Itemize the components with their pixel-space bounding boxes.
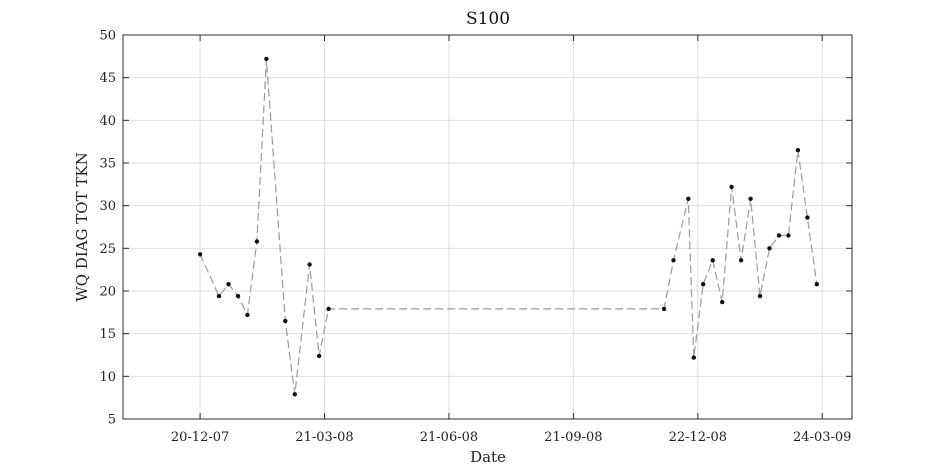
- x-tick-label: 22-12-08: [669, 430, 727, 445]
- data-point: [757, 293, 763, 299]
- y-tick-label: 25: [99, 242, 116, 257]
- x-tick-label: 21-03-08: [295, 430, 353, 445]
- data-point: [283, 318, 288, 324]
- plot-area-frame: [122, 34, 853, 420]
- data-point: [226, 282, 231, 287]
- y-tick-label: 20: [99, 285, 116, 300]
- series-line: [199, 58, 818, 395]
- x-tick-label: 20-12-07: [171, 430, 229, 445]
- data-point: [316, 353, 322, 359]
- data-point: [197, 252, 203, 257]
- data-point: [710, 258, 715, 263]
- y-tick-label: 45: [99, 71, 116, 86]
- y-tick-label: 10: [99, 370, 116, 385]
- data-point: [805, 215, 810, 220]
- data-point: [814, 282, 819, 287]
- data-point: [701, 282, 706, 287]
- data-point: [254, 239, 260, 244]
- data-point: [264, 56, 269, 62]
- data-point: [307, 262, 312, 267]
- data-point: [686, 196, 691, 201]
- tick-layer: 5 10 15 20 25 30 35 40 45 50 20-12-07 21-03-08 21-06…: [99, 29, 852, 445]
- data-point: [738, 258, 744, 263]
- data-point: [748, 196, 753, 201]
- data-point: [661, 306, 667, 312]
- y-tick-label: 35: [99, 157, 116, 172]
- data-point: [235, 293, 241, 299]
- y-tick-label: 30: [99, 199, 116, 214]
- data-point: [786, 233, 791, 238]
- data-point: [216, 293, 222, 299]
- y-tick-label: 40: [99, 114, 116, 129]
- y-tick-label: 50: [99, 29, 116, 44]
- data-point: [767, 246, 772, 251]
- x-tick-label: 21-09-08: [544, 430, 602, 445]
- data-point: [776, 233, 782, 238]
- data-point: [795, 148, 801, 153]
- y-axis-label: WQ DIAG TOT TKN: [73, 152, 91, 301]
- x-axis-label: Date: [470, 448, 506, 466]
- series-layer: [197, 56, 819, 397]
- grid-layer: [123, 35, 852, 419]
- data-point: [245, 312, 250, 318]
- chart-title: S100: [466, 9, 510, 29]
- data-point: [671, 258, 676, 263]
- data-point: [326, 306, 331, 312]
- data-point: [720, 299, 725, 305]
- data-point: [691, 355, 696, 360]
- y-tick-label: 5: [108, 413, 116, 428]
- x-tick-label: 21-06-08: [420, 430, 478, 445]
- x-tick-label: 24-03-09: [793, 430, 851, 445]
- data-point: [292, 392, 297, 397]
- y-tick-label: 15: [99, 327, 116, 342]
- data-point: [729, 184, 734, 190]
